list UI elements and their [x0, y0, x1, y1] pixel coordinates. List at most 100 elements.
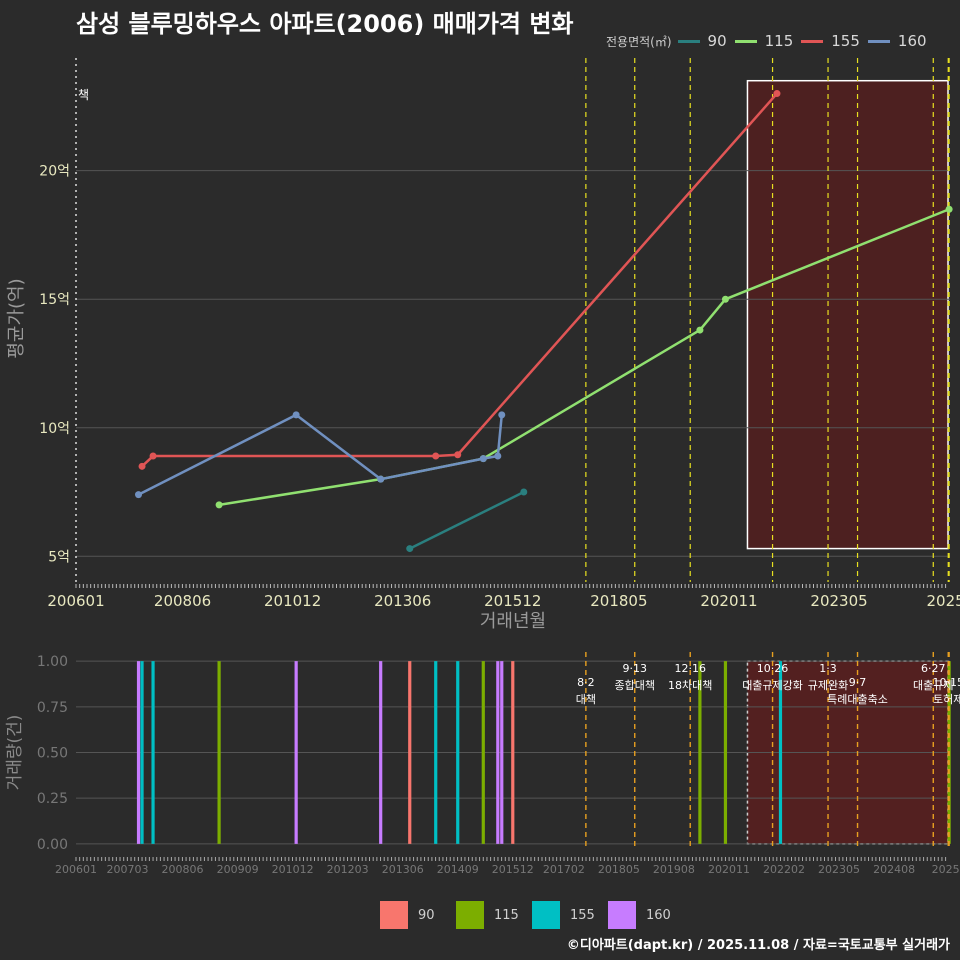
bar-160	[294, 661, 298, 844]
event-date-label: 10·15	[932, 676, 960, 689]
bar-155	[140, 661, 144, 844]
event-text-label: 종합대책	[615, 679, 655, 692]
x-tick-label: 202011	[708, 863, 750, 876]
event-date-label: 9·7	[849, 676, 867, 689]
top-legend-item-115: 115	[734, 32, 793, 50]
y-tick-label: 0.50	[37, 746, 68, 762]
shaded-period	[746, 79, 949, 550]
series-line-90	[409, 490, 525, 550]
event-date-label: 10·26	[757, 662, 789, 675]
y-tick-label: 5억	[48, 549, 70, 565]
bar-115	[217, 661, 221, 844]
bar-115	[481, 661, 485, 844]
x-tick-label: 201306	[382, 863, 424, 876]
x-tick-label: 201805	[590, 592, 647, 610]
x-tick-label: 200806	[154, 592, 211, 610]
x-tick-label: 201512	[484, 592, 541, 610]
data-point-155	[138, 462, 146, 470]
data-point-155	[149, 452, 157, 460]
y-tick-label: 15억	[39, 292, 70, 308]
x-tick-label: 201805	[598, 863, 640, 876]
data-point-155	[454, 451, 462, 459]
legend-label-160: 160	[897, 32, 927, 50]
bar-swatch-155	[532, 901, 560, 929]
bar-legend-label-115: 115	[494, 907, 519, 923]
y-tick-label: 10억	[39, 421, 70, 437]
x-tick-label: 202011	[700, 592, 757, 610]
y-axis-title: 평균가(억)	[6, 278, 27, 358]
x-tick-label: 2025	[927, 592, 960, 610]
bar-swatch-90	[380, 901, 408, 929]
top-legend-item-90: 90	[677, 32, 727, 50]
data-point-160	[479, 455, 487, 463]
event-date-label: 12·16	[674, 662, 706, 675]
x-tick-label: 201702	[543, 863, 585, 876]
bar-155	[151, 661, 155, 844]
legend-label-90: 90	[707, 32, 727, 50]
data-point-115	[696, 326, 704, 334]
legend-label-155: 155	[831, 32, 860, 50]
data-point-155	[432, 452, 440, 460]
data-point-160	[494, 452, 502, 460]
price-line-chart: 5억 10억 15억 20억 책 200601 200806 201012 201306 2015…	[6, 58, 960, 632]
x-tick-label: 202305	[810, 592, 867, 610]
data-point-160	[377, 475, 385, 483]
event-text-label: 특례대출축소	[827, 693, 888, 706]
data-point-90	[520, 488, 528, 496]
y-tick-label: 0.25	[37, 791, 68, 807]
data-point-155	[773, 90, 781, 98]
event-date-label: 8·2	[577, 676, 595, 689]
bottom-legend-item-160: 160	[608, 901, 671, 929]
y-tick-label: 0.00	[37, 837, 68, 853]
x-tick-label: 200601	[55, 863, 97, 876]
legend-swatch-160	[867, 39, 890, 43]
bar-115	[723, 661, 728, 844]
bar-115	[698, 661, 702, 844]
event-text-label: 대책	[576, 693, 596, 706]
y-axis-title: 거래량(건)	[5, 715, 25, 791]
event-annotation: 책	[78, 87, 89, 102]
data-point-90	[406, 545, 414, 553]
event-text-label: 대출규제	[913, 679, 953, 692]
x-tick-label: 200601	[47, 592, 104, 610]
bar-swatch-160	[608, 901, 636, 929]
bar-155	[434, 661, 438, 844]
bar-legend-label-90: 90	[418, 907, 435, 923]
top-legend-item-155: 155	[801, 32, 860, 50]
bar-160	[500, 661, 504, 844]
y-tick-label: 1.00	[37, 654, 68, 670]
data-point-160	[135, 491, 143, 499]
bar-legend-label-160: 160	[646, 907, 671, 923]
event-date-label: 1·3	[819, 662, 837, 675]
bottom-legend: 90 115 155 160	[380, 900, 671, 930]
event-date-label: 6·27	[921, 662, 946, 675]
x-tick-label: 201306	[374, 592, 431, 610]
bar-90	[408, 661, 412, 844]
bottom-legend-item-90: 90	[380, 901, 442, 929]
bottom-legend-item-155: 155	[532, 901, 595, 929]
legend-swatch-90	[677, 39, 700, 43]
bar-155	[778, 661, 783, 844]
event-text-label: 토허제	[933, 693, 960, 706]
x-axis-title: 거래년월	[480, 611, 546, 632]
x-tick-label: 202202	[763, 863, 805, 876]
data-point-115	[945, 205, 953, 213]
event-text-label: 대출규제강화	[742, 679, 803, 692]
bar-90	[511, 661, 515, 844]
x-tick-label: 201512	[492, 863, 534, 876]
x-tick-label: 202305	[818, 863, 860, 876]
chart-title: 삼성 블루밍하우스 아파트(2006) 매매가격 변화	[76, 10, 574, 38]
top-legend-title: 전용면적(㎡)	[606, 34, 672, 49]
x-tick-label: 201012	[264, 592, 321, 610]
bottom-legend-item-115: 115	[456, 901, 519, 929]
x-tick-label: 201012	[272, 863, 314, 876]
data-point-160	[498, 411, 506, 419]
x-tick-label: 200806	[162, 863, 204, 876]
y-tick-label: 0.75	[37, 700, 68, 716]
data-point-115	[215, 501, 223, 509]
data-point-160	[292, 411, 300, 419]
footer-credit: ©디아파트(dapt.kr) / 2025.11.08 / 자료=국토교통부 실…	[566, 938, 950, 953]
bar-legend-label-155: 155	[570, 907, 595, 923]
x-tick-label: 202408	[873, 863, 915, 876]
